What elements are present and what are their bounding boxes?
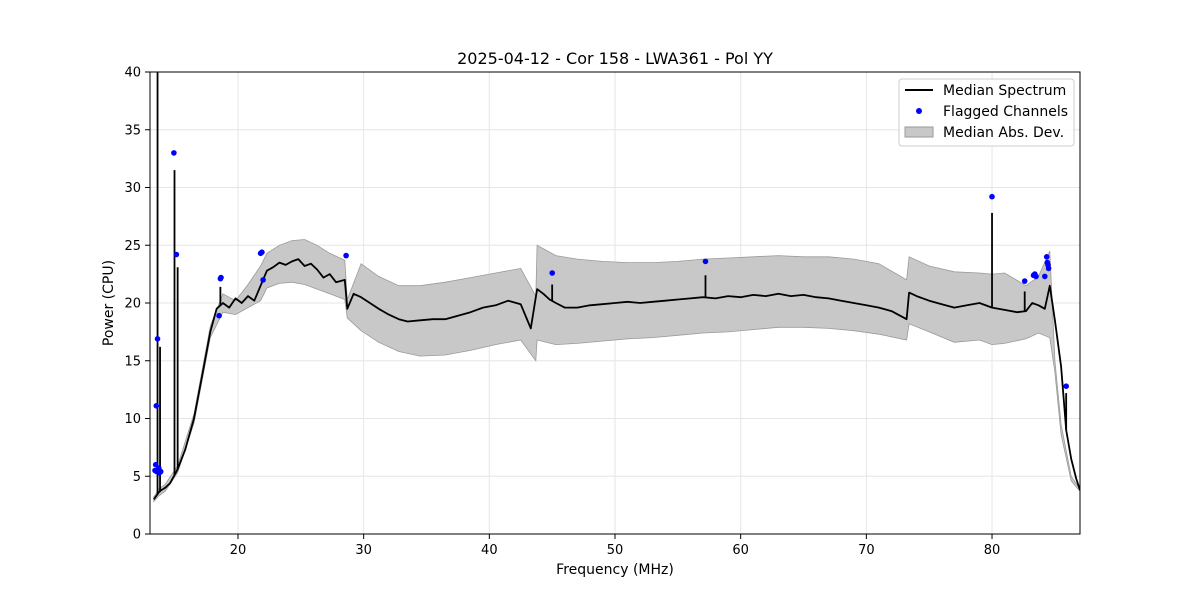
legend-mad-swatch xyxy=(904,126,934,138)
flagged-point xyxy=(216,312,222,319)
flagged-point xyxy=(1021,278,1028,284)
y-tick-label: 25 xyxy=(124,239,141,254)
y-tick-label: 35 xyxy=(124,123,141,138)
x-tick-label: 60 xyxy=(732,543,749,558)
legend-entry-flagged: Flagged Channels xyxy=(943,104,1068,120)
x-tick-label: 80 xyxy=(984,543,1001,558)
flagged-point xyxy=(157,468,164,475)
flagged-points-layer xyxy=(152,150,1069,476)
legend-box xyxy=(898,78,1075,147)
flagged-point xyxy=(702,258,709,265)
legend-entry-median: Median Spectrum xyxy=(943,83,1066,99)
flagged-point xyxy=(154,336,161,342)
y-tick-label: 10 xyxy=(124,412,141,427)
x-tick-label: 50 xyxy=(607,543,624,558)
y-tick-label: 30 xyxy=(124,181,141,196)
y-tick-label: 5 xyxy=(133,470,141,485)
x-axis-label: Frequency (MHz) xyxy=(556,562,674,578)
flagged-point xyxy=(1042,273,1048,280)
flagged-point xyxy=(343,252,349,259)
y-axis: 0 5 10 15 20 25 30 35 40 xyxy=(124,66,150,543)
legend: Median Spectrum Flagged Channels Median … xyxy=(898,78,1075,147)
y-tick-label: 15 xyxy=(124,354,141,369)
flagged-point xyxy=(1045,265,1052,272)
y-tick-label: 0 xyxy=(133,528,141,543)
flagged-point xyxy=(1063,383,1069,390)
legend-flagged-swatch xyxy=(916,108,922,114)
flagged-point xyxy=(153,403,160,409)
flagged-point xyxy=(549,270,555,276)
chart-title: 2025-04-12 - Cor 158 - LWA361 - Pol YY xyxy=(457,49,773,68)
flagged-point xyxy=(1043,253,1050,260)
y-axis-label: Power (CPU) xyxy=(101,260,117,346)
x-tick-label: 40 xyxy=(481,543,498,558)
y-tick-label: 20 xyxy=(124,297,141,312)
y-tick-label: 40 xyxy=(124,66,141,81)
flagged-point xyxy=(173,251,180,258)
flagged-point xyxy=(171,150,177,156)
legend-entry-mad: Median Abs. Dev. xyxy=(943,125,1064,141)
mad-band-layer xyxy=(153,239,1080,503)
flagged-point xyxy=(260,277,266,283)
x-tick-label: 20 xyxy=(230,543,247,558)
median-spectrum-line xyxy=(153,258,1080,500)
flagged-point xyxy=(1033,273,1039,280)
x-tick-label: 30 xyxy=(355,543,372,558)
flagged-point xyxy=(989,193,995,200)
flagged-point xyxy=(218,274,224,281)
mad-band xyxy=(153,239,1080,503)
x-tick-label: 70 xyxy=(858,543,875,558)
x-axis: 20 30 40 50 60 70 80 xyxy=(230,534,1001,558)
flagged-point xyxy=(259,249,265,255)
